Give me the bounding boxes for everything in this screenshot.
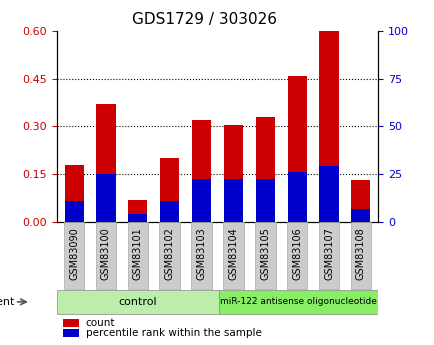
Text: GSM83107: GSM83107 — [323, 227, 333, 280]
FancyBboxPatch shape — [159, 222, 180, 288]
FancyBboxPatch shape — [127, 222, 148, 288]
Text: GSM83104: GSM83104 — [228, 227, 238, 280]
Bar — [351, 180, 370, 222]
Bar — [64, 201, 83, 222]
Text: GDS1729 / 303026: GDS1729 / 303026 — [132, 12, 276, 27]
FancyBboxPatch shape — [318, 222, 339, 288]
Bar — [191, 179, 210, 222]
Text: percentile rank within the sample: percentile rank within the sample — [85, 328, 261, 338]
Bar — [96, 104, 115, 222]
Bar — [351, 209, 370, 222]
Text: GSM83108: GSM83108 — [355, 227, 365, 280]
Text: GSM83102: GSM83102 — [164, 227, 174, 280]
FancyBboxPatch shape — [219, 290, 378, 314]
Bar — [287, 172, 306, 222]
Bar — [128, 199, 147, 222]
Bar — [64, 165, 83, 222]
Bar — [224, 179, 243, 222]
Bar — [255, 117, 274, 222]
FancyBboxPatch shape — [64, 222, 84, 288]
Text: control: control — [118, 297, 157, 307]
Bar — [255, 179, 274, 222]
FancyBboxPatch shape — [223, 222, 243, 288]
FancyBboxPatch shape — [95, 222, 116, 288]
Bar — [319, 166, 338, 222]
Bar — [160, 201, 179, 222]
Bar — [287, 76, 306, 222]
Text: agent: agent — [0, 297, 15, 307]
Text: GSM83090: GSM83090 — [69, 227, 79, 280]
Text: GSM83101: GSM83101 — [132, 227, 142, 280]
Bar — [319, 31, 338, 222]
Bar — [128, 214, 147, 222]
Bar — [63, 319, 79, 327]
Text: count: count — [85, 318, 115, 328]
Text: GSM83103: GSM83103 — [196, 227, 206, 280]
Bar — [191, 120, 210, 222]
FancyBboxPatch shape — [254, 222, 275, 288]
Bar — [96, 174, 115, 222]
FancyBboxPatch shape — [56, 290, 219, 314]
FancyBboxPatch shape — [191, 222, 211, 288]
Bar — [160, 158, 179, 222]
FancyBboxPatch shape — [350, 222, 370, 288]
FancyBboxPatch shape — [286, 222, 307, 288]
Text: GSM83106: GSM83106 — [292, 227, 302, 280]
Text: miR-122 antisense oligonucleotide: miR-122 antisense oligonucleotide — [220, 297, 376, 306]
Bar — [63, 329, 79, 337]
Text: GSM83105: GSM83105 — [260, 227, 270, 280]
Text: GSM83100: GSM83100 — [101, 227, 111, 280]
Bar — [224, 125, 243, 222]
